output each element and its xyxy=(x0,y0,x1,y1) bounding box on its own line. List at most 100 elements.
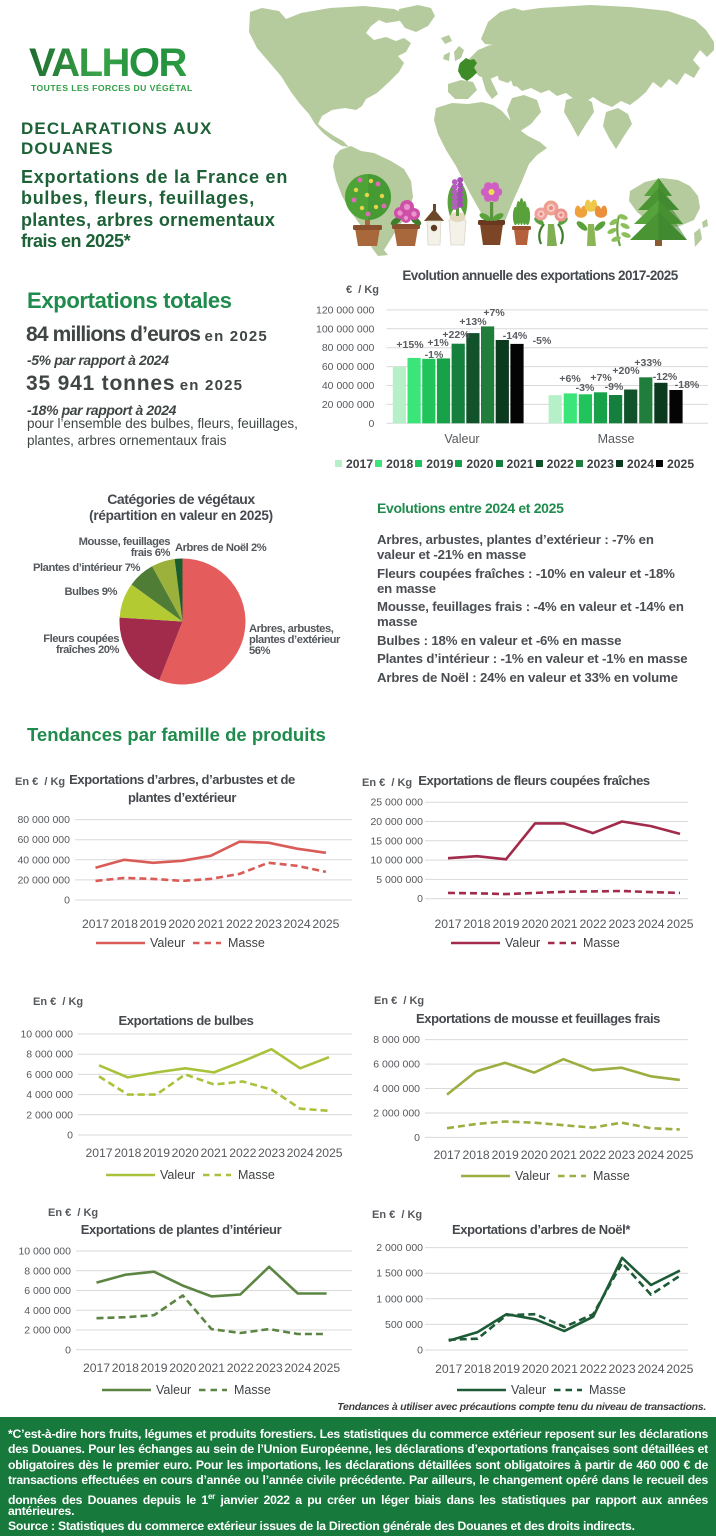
svg-text:2021: 2021 xyxy=(200,1146,227,1160)
svg-text:0: 0 xyxy=(414,1132,420,1144)
svg-text:2025: 2025 xyxy=(312,917,339,931)
svg-text:Exportations d’arbres, d’arbus: Exportations d’arbres, d’arbustes et de xyxy=(69,772,295,787)
svg-text:2 000 000: 2 000 000 xyxy=(376,1242,423,1254)
svg-text:2019: 2019 xyxy=(143,1146,170,1160)
svg-text:2022: 2022 xyxy=(226,917,253,931)
svg-text:2023: 2023 xyxy=(608,917,635,931)
svg-text:Exportations de mousse et feui: Exportations de mousse et feuillages fra… xyxy=(416,1011,660,1026)
svg-text:En € / Kg: En € / Kg xyxy=(372,1209,422,1221)
svg-text:2017: 2017 xyxy=(83,1361,110,1375)
svg-text:4 000 000: 4 000 000 xyxy=(373,1083,420,1095)
svg-text:2021: 2021 xyxy=(197,917,224,931)
svg-text:0: 0 xyxy=(65,1344,71,1356)
svg-text:-5%: -5% xyxy=(533,335,552,347)
svg-text:Valeur: Valeur xyxy=(160,1168,195,1182)
svg-text:2022: 2022 xyxy=(580,1362,607,1376)
svg-text:Valeur: Valeur xyxy=(515,1169,550,1183)
svg-text:0: 0 xyxy=(64,895,70,907)
svg-text:2017: 2017 xyxy=(433,1148,460,1162)
svg-text:20 000 000: 20 000 000 xyxy=(370,816,423,828)
svg-text:Masse: Masse xyxy=(589,1383,626,1397)
svg-text:2021: 2021 xyxy=(551,1362,578,1376)
svg-text:2020: 2020 xyxy=(521,917,548,931)
svg-text:2018: 2018 xyxy=(464,1362,491,1376)
svg-text:Masse: Masse xyxy=(228,936,265,950)
svg-text:2023: 2023 xyxy=(609,1362,636,1376)
svg-text:-3%: -3% xyxy=(576,382,595,394)
svg-text:8 000 000: 8 000 000 xyxy=(24,1265,71,1277)
svg-text:10 000 000: 10 000 000 xyxy=(20,1029,73,1041)
svg-text:0: 0 xyxy=(417,1345,423,1357)
svg-text:2024: 2024 xyxy=(637,917,664,931)
svg-text:En € / Kg: En € / Kg xyxy=(33,996,83,1008)
svg-text:2022: 2022 xyxy=(579,1148,606,1162)
svg-text:2023: 2023 xyxy=(256,1361,283,1375)
svg-text:Masse: Masse xyxy=(234,1383,271,1397)
svg-text:2024: 2024 xyxy=(637,1148,664,1162)
svg-text:2020: 2020 xyxy=(168,917,195,931)
svg-text:Masse: Masse xyxy=(598,432,635,446)
svg-text:-12%: -12% xyxy=(653,371,678,383)
svg-text:2020: 2020 xyxy=(521,1148,548,1162)
svg-text:2020: 2020 xyxy=(169,1361,196,1375)
svg-text:6 000 000: 6 000 000 xyxy=(26,1069,73,1081)
svg-text:2019: 2019 xyxy=(140,1361,167,1375)
svg-text:2022: 2022 xyxy=(227,1361,254,1375)
svg-text:2020: 2020 xyxy=(172,1146,199,1160)
svg-text:4 000 000: 4 000 000 xyxy=(24,1305,71,1317)
svg-text:2024: 2024 xyxy=(284,917,311,931)
svg-text:Masse: Masse xyxy=(593,1169,630,1183)
svg-text:15 000 000: 15 000 000 xyxy=(370,835,423,847)
svg-text:2020: 2020 xyxy=(522,1362,549,1376)
svg-text:Exportations de bulbes: Exportations de bulbes xyxy=(119,1013,254,1028)
svg-text:2017: 2017 xyxy=(82,917,109,931)
svg-text:100 000 000: 100 000 000 xyxy=(316,323,375,335)
svg-text:2019: 2019 xyxy=(492,1148,519,1162)
svg-text:10 000 000: 10 000 000 xyxy=(18,1246,71,1258)
svg-text:80 000 000: 80 000 000 xyxy=(17,814,70,826)
svg-text:500 000: 500 000 xyxy=(385,1319,423,1331)
svg-text:+1%: +1% xyxy=(427,337,449,349)
svg-text:+13%: +13% xyxy=(459,316,487,328)
svg-text:2017: 2017 xyxy=(434,917,461,931)
svg-text:2021: 2021 xyxy=(550,917,577,931)
svg-text:Evolution annuelle des exporta: Evolution annuelle des exportations 2017… xyxy=(402,268,678,283)
svg-text:En € / Kg: En € / Kg xyxy=(48,1207,98,1219)
svg-text:40 000 000: 40 000 000 xyxy=(17,854,70,866)
svg-text:2024: 2024 xyxy=(284,1361,311,1375)
svg-text:2 000 000: 2 000 000 xyxy=(373,1108,420,1120)
svg-text:120 000 000: 120 000 000 xyxy=(316,304,375,316)
svg-text:8 000 000: 8 000 000 xyxy=(26,1049,73,1061)
svg-text:1 500 000: 1 500 000 xyxy=(376,1268,423,1280)
svg-text:€ / Kg: € / Kg xyxy=(346,284,379,296)
svg-text:2024: 2024 xyxy=(637,1362,664,1376)
svg-text:25 000 000: 25 000 000 xyxy=(370,797,423,809)
svg-text:2024: 2024 xyxy=(287,1146,314,1160)
svg-text:8 000 000: 8 000 000 xyxy=(373,1034,420,1046)
svg-text:-18%: -18% xyxy=(675,379,700,391)
svg-text:2 000 000: 2 000 000 xyxy=(26,1109,73,1121)
svg-text:0: 0 xyxy=(369,418,375,430)
svg-text:20 000 000: 20 000 000 xyxy=(17,874,70,886)
svg-text:1 000 000: 1 000 000 xyxy=(376,1293,423,1305)
svg-text:2021: 2021 xyxy=(198,1361,225,1375)
svg-text:Exportations d’arbres de Noël*: Exportations d’arbres de Noël* xyxy=(452,1222,631,1237)
svg-text:+7%: +7% xyxy=(590,372,612,384)
svg-text:2019: 2019 xyxy=(140,917,167,931)
svg-text:60 000 000: 60 000 000 xyxy=(17,834,70,846)
svg-text:5 000 000: 5 000 000 xyxy=(376,874,423,886)
svg-text:Masse: Masse xyxy=(238,1168,275,1182)
svg-text:+22%: +22% xyxy=(442,329,470,341)
svg-text:Valeur: Valeur xyxy=(505,936,540,950)
svg-text:+15%: +15% xyxy=(396,339,424,351)
svg-text:2025: 2025 xyxy=(666,917,693,931)
svg-text:Masse: Masse xyxy=(583,936,620,950)
svg-text:En € / Kg: En € / Kg xyxy=(362,777,412,789)
svg-text:6 000 000: 6 000 000 xyxy=(373,1059,420,1071)
svg-text:2023: 2023 xyxy=(608,1148,635,1162)
svg-text:2025: 2025 xyxy=(666,1362,693,1376)
svg-text:6 000 000: 6 000 000 xyxy=(24,1285,71,1297)
svg-text:2017: 2017 xyxy=(85,1146,112,1160)
svg-text:2023: 2023 xyxy=(258,1146,285,1160)
svg-text:Valeur: Valeur xyxy=(511,1383,546,1397)
